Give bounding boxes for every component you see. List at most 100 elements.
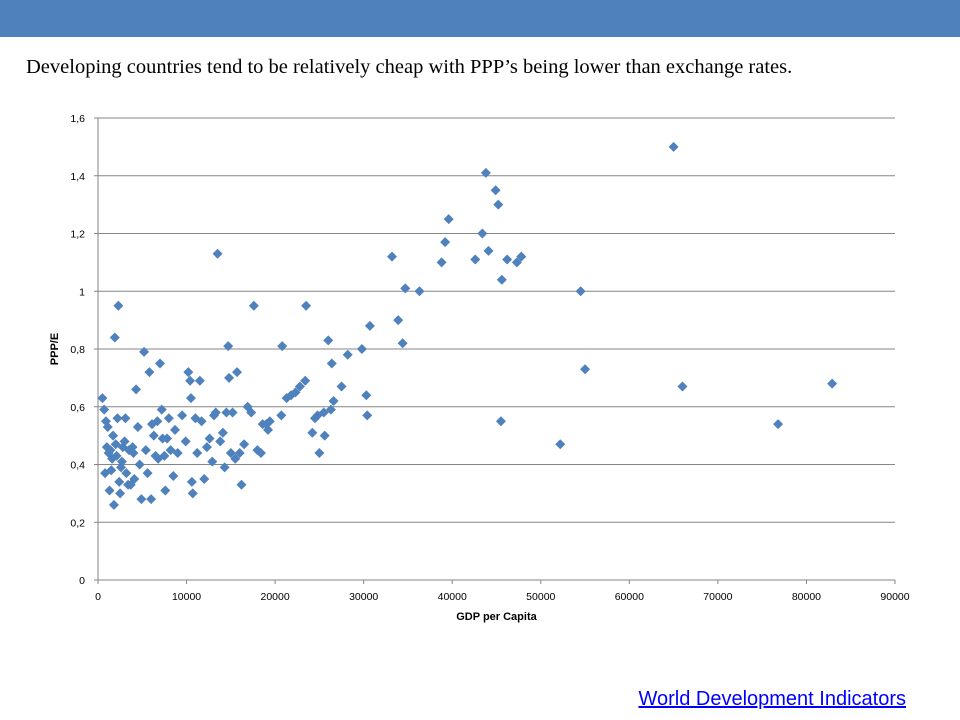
data-point — [480, 167, 491, 178]
data-point — [108, 430, 119, 441]
data-point — [139, 346, 150, 357]
data-point — [400, 283, 411, 294]
data-point — [119, 436, 130, 447]
data-point — [224, 372, 235, 383]
data-point — [677, 381, 688, 392]
data-point — [227, 407, 238, 418]
data-point — [162, 433, 173, 444]
data-point — [263, 424, 274, 435]
data-point — [154, 358, 165, 369]
data-point — [129, 473, 140, 484]
data-point — [108, 499, 119, 510]
data-point — [168, 471, 179, 482]
data-point — [132, 421, 143, 432]
header-bar — [0, 0, 960, 37]
data-point — [326, 358, 337, 369]
data-point — [106, 465, 117, 476]
data-point — [323, 335, 334, 346]
data-point — [490, 185, 501, 196]
data-point — [301, 300, 312, 311]
scatter-chart: 0 0,2 0,4 0,6 0,8 1 1,2 1,4 1,6 0 10000 20000 30000… — [49, 113, 910, 623]
data-point — [113, 300, 124, 311]
x-tick-label: 70000 — [703, 591, 732, 603]
data-point — [239, 439, 250, 450]
data-point — [217, 427, 228, 438]
data-point — [207, 456, 218, 467]
data-point — [336, 381, 347, 392]
data-point — [136, 494, 147, 505]
data-point — [414, 286, 425, 297]
data-point — [97, 393, 108, 404]
data-point — [827, 378, 838, 389]
data-points — [97, 141, 838, 510]
data-point — [156, 404, 167, 415]
data-point — [111, 450, 122, 461]
data-point — [225, 447, 236, 458]
data-point — [470, 254, 481, 265]
data-point — [495, 416, 506, 427]
data-point — [180, 436, 191, 447]
data-point — [104, 485, 115, 496]
data-point — [109, 332, 120, 343]
data-point — [185, 393, 196, 404]
data-point — [201, 442, 212, 453]
data-point — [248, 300, 259, 311]
data-point — [212, 248, 223, 259]
data-point — [342, 349, 353, 360]
data-point — [196, 416, 207, 427]
y-tick-label: 0,6 — [70, 402, 85, 414]
data-point — [144, 367, 155, 378]
data-point — [496, 274, 507, 285]
data-point — [314, 447, 325, 458]
y-tick-label: 0,8 — [70, 344, 85, 356]
slide-title: Developing countries tend to be relative… — [26, 56, 793, 78]
data-point — [219, 462, 230, 473]
x-tick-label: 60000 — [615, 591, 644, 603]
data-point — [264, 416, 275, 427]
data-point — [102, 421, 113, 432]
data-point — [773, 419, 784, 430]
x-tick-labels: 0 10000 20000 30000 40000 50000 60000 70000 8000… — [95, 591, 910, 603]
source-link[interactable]: World Development Indicators — [638, 688, 906, 710]
y-tick-label: 1,6 — [70, 113, 85, 125]
data-point — [116, 456, 127, 467]
data-point — [319, 430, 330, 441]
data-point — [443, 214, 454, 225]
x-tick-label: 30000 — [349, 591, 378, 603]
x-tick-label: 90000 — [880, 591, 909, 603]
data-point — [493, 199, 504, 210]
data-point — [290, 387, 301, 398]
data-point — [186, 476, 197, 487]
data-point — [148, 430, 159, 441]
data-point — [397, 338, 408, 349]
data-point — [440, 237, 451, 248]
data-point — [502, 254, 513, 265]
data-point — [387, 251, 398, 262]
data-point — [555, 439, 566, 450]
y-tick-labels: 0 0,2 0,4 0,6 0,8 1 1,2 1,4 1,6 — [70, 113, 85, 587]
data-point — [223, 341, 234, 352]
y-axis-title: PPP/E — [49, 333, 61, 365]
data-point — [185, 375, 196, 386]
data-point — [192, 447, 203, 458]
data-point — [362, 410, 373, 421]
data-point — [112, 413, 123, 424]
data-point — [159, 450, 170, 461]
data-point — [483, 245, 494, 256]
data-point — [177, 410, 188, 421]
axes — [94, 117, 896, 584]
data-point — [115, 488, 126, 499]
data-point — [183, 367, 194, 378]
data-point — [204, 433, 215, 444]
x-tick-label: 40000 — [438, 591, 467, 603]
data-point — [128, 447, 139, 458]
data-point — [393, 315, 404, 326]
data-point — [131, 384, 142, 395]
data-point — [221, 407, 232, 418]
data-point — [356, 344, 367, 354]
data-point — [246, 407, 257, 418]
data-point — [328, 395, 339, 406]
y-tick-label: 1,2 — [70, 229, 85, 241]
data-point — [187, 488, 198, 499]
y-tick-label: 0 — [79, 575, 85, 587]
